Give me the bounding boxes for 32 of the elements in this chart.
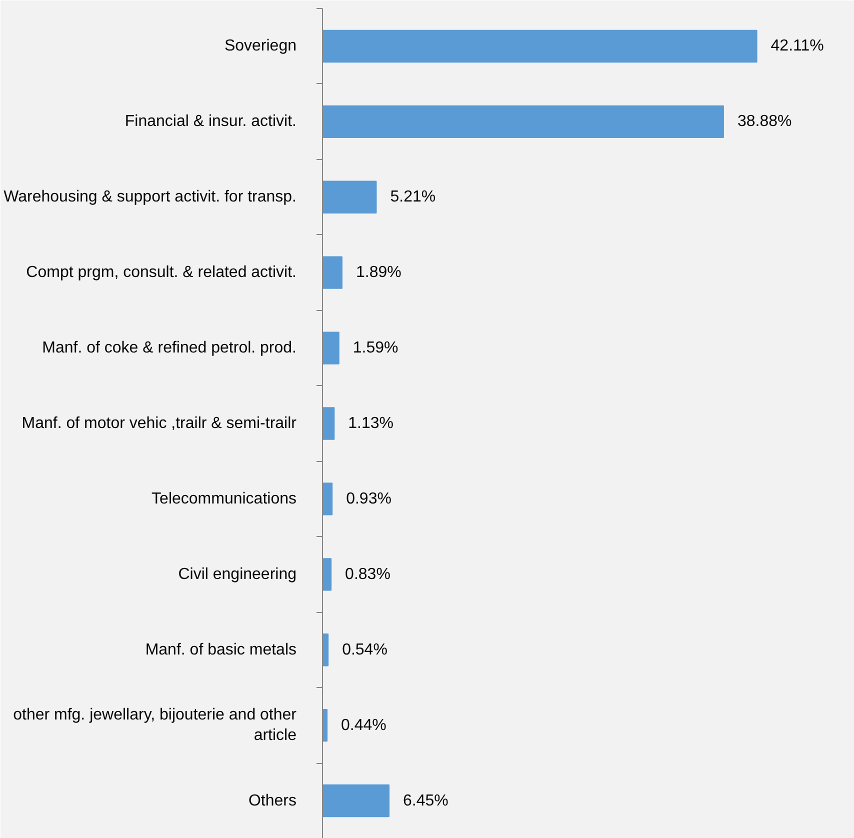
bar <box>322 30 758 63</box>
y-tick-label: Warehousing & support activit. for transp. <box>4 188 296 206</box>
y-tick-label: other mfg. jewellary, bijouterie and other article <box>13 706 298 744</box>
bar <box>322 784 390 818</box>
data-label: 0.83% <box>345 566 390 583</box>
bar <box>322 332 340 364</box>
data-label: 1.13% <box>348 415 394 432</box>
data-label: 5.21% <box>390 188 436 206</box>
y-tick-label: Manf. of coke & refined petrol. prod. <box>42 340 296 357</box>
y-tick-label: Telecommunications <box>152 490 296 508</box>
data-label: 0.93% <box>346 490 392 508</box>
bar <box>322 407 335 440</box>
bar <box>322 180 377 214</box>
bar <box>322 256 342 289</box>
data-label: 38.88% <box>737 113 792 130</box>
y-tick-label: Manf. of motor vehic ,trailr & semi-trailr <box>22 415 298 432</box>
bar <box>322 634 329 666</box>
y-tick-label: Manf. of basic metals <box>145 641 296 658</box>
bar <box>322 558 332 591</box>
y-tick-label: Civil engineering <box>178 566 297 583</box>
data-label: 0.54% <box>342 641 388 658</box>
y-tick-label: Compt prgm, consult. & related activit. <box>26 264 296 282</box>
data-label: 1.59% <box>352 340 398 357</box>
data-label: 0.44% <box>341 716 386 734</box>
bar <box>322 105 724 138</box>
bar <box>322 482 333 516</box>
y-tick-label: Others <box>248 792 296 810</box>
y-tick-label: Financial & insur. activit. <box>124 113 296 130</box>
data-label: 6.45% <box>403 792 448 810</box>
data-label: 1.89% <box>356 264 402 282</box>
data-label: 42.11% <box>770 38 824 55</box>
y-tick-label: Soveriegn <box>224 38 296 55</box>
